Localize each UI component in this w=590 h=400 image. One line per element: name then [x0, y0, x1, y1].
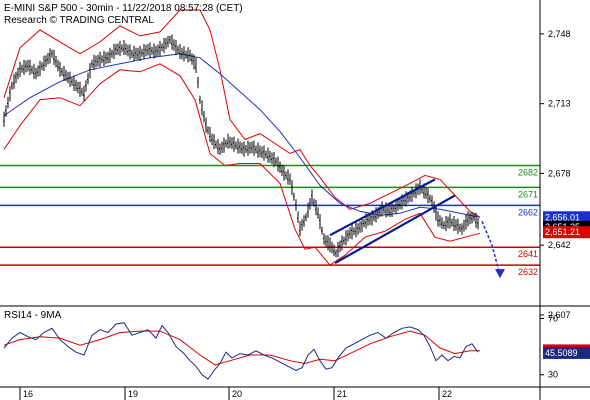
level-label-2682: 2682 — [518, 167, 538, 177]
bollinger-lower — [3, 63, 481, 266]
bollinger-upper — [3, 9, 481, 218]
moving-average — [3, 53, 481, 218]
rsi-badge — [543, 346, 590, 359]
channel-lower-line — [334, 194, 456, 265]
y-tick-label: 2,607 — [548, 310, 571, 320]
rsi-ma-line — [3, 330, 480, 366]
chart-source: Research © TRADING CENTRAL — [4, 15, 154, 26]
price-bars — [3, 34, 479, 258]
rsi-panel: 703047.296945.5089 — [3, 313, 590, 380]
y-tick-label: 2,713 — [548, 99, 571, 109]
x-tick-label: 22 — [442, 389, 452, 399]
price-badge — [543, 211, 590, 224]
level-label-2641: 2641 — [518, 249, 538, 259]
y-tick-label: 2,642 — [548, 240, 571, 250]
rsi-line — [3, 322, 479, 380]
x-tick-label: 19 — [128, 389, 138, 399]
rsi-label: RSI14 - 9MA — [4, 310, 62, 321]
rsi-y-tick-label: 70 — [548, 313, 558, 323]
channel-upper-line — [329, 178, 436, 237]
chart-title: E-MINI S&P 500 - 30min - 11/22/2018 08:5… — [4, 3, 243, 14]
y-tick-label: 2,678 — [548, 168, 571, 178]
y-tick-label: 2,748 — [548, 29, 571, 39]
price-badge — [543, 226, 590, 239]
level-label-2632: 2632 — [518, 267, 538, 277]
price-badge-label: 2,656.01 — [545, 212, 580, 222]
forecast-arrow-head — [495, 269, 505, 279]
rsi-y-tick-label: 30 — [548, 370, 558, 380]
x-tick-label: 21 — [337, 389, 347, 399]
rsi-badge-label: 45.5089 — [545, 348, 578, 358]
forecast-arrow-path — [481, 221, 501, 276]
level-label-2662: 2662 — [518, 207, 538, 217]
price-badge-label: 2,651.21 — [545, 227, 580, 237]
price-panel: 2682 2671 2662 2641 2632 2,748 2,713 2,678 2,642… — [0, 9, 590, 320]
x-tick-label: 16 — [23, 389, 33, 399]
x-tick-label: 20 — [232, 389, 242, 399]
level-label-2671: 2671 — [518, 189, 538, 199]
